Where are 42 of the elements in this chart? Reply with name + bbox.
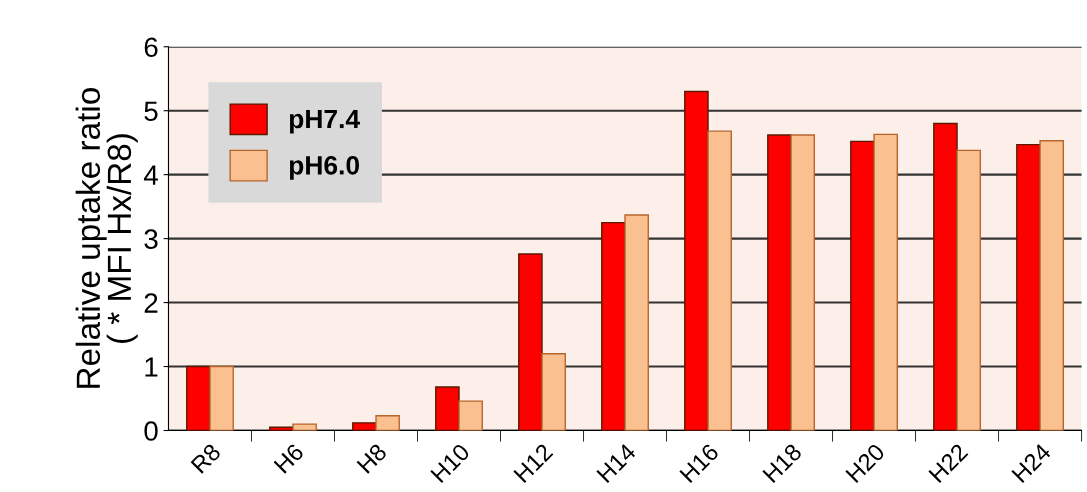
bar: [601, 221, 626, 431]
bar: [209, 365, 234, 431]
legend-label: pH6.0: [289, 155, 360, 180]
bar: [186, 365, 211, 431]
bar: [790, 134, 815, 431]
x-tick-label: H12: [513, 442, 554, 483]
x-tick-label: H8: [356, 442, 388, 474]
bar: [1016, 143, 1041, 431]
x-tick-label: H20: [845, 442, 886, 484]
bar: [352, 422, 377, 431]
y-tick-label: 6: [144, 37, 158, 58]
y-tick-label: 5: [144, 101, 158, 122]
bar: [458, 400, 483, 431]
bar: [850, 140, 875, 431]
bar: [684, 90, 709, 431]
y-axis-title: Relative uptake ratio ( * MFI Hx/R8): [75, 88, 138, 388]
bar: [767, 134, 792, 431]
legend-label: pH7.4: [289, 109, 360, 134]
bar: [624, 214, 649, 431]
bar: [541, 353, 566, 431]
bar: [1039, 140, 1064, 431]
x-tick-label: H16: [679, 442, 720, 484]
bar: [956, 149, 981, 431]
y-tick-label: 2: [144, 293, 158, 313]
x-tick-label: H14: [596, 442, 637, 483]
x-tick-label: H22: [928, 442, 969, 483]
bar: [435, 386, 460, 431]
bar: [707, 130, 732, 431]
x-tick-label: H24: [1011, 442, 1052, 483]
x-tick-label: R8: [190, 442, 222, 474]
x-tick-label: H10: [430, 442, 471, 484]
bar: [933, 122, 958, 431]
bar: [375, 415, 400, 431]
y-tick-label: 3: [144, 229, 158, 249]
y-tick-label: 0: [144, 421, 158, 441]
bar: [873, 133, 898, 431]
y-tick-label: 1: [145, 357, 158, 377]
bar: [518, 253, 543, 431]
y-tick-label: 4: [143, 165, 158, 185]
x-tick-label: H6: [273, 442, 305, 474]
x-tick-label: H18: [762, 442, 803, 484]
bar: [292, 423, 317, 431]
